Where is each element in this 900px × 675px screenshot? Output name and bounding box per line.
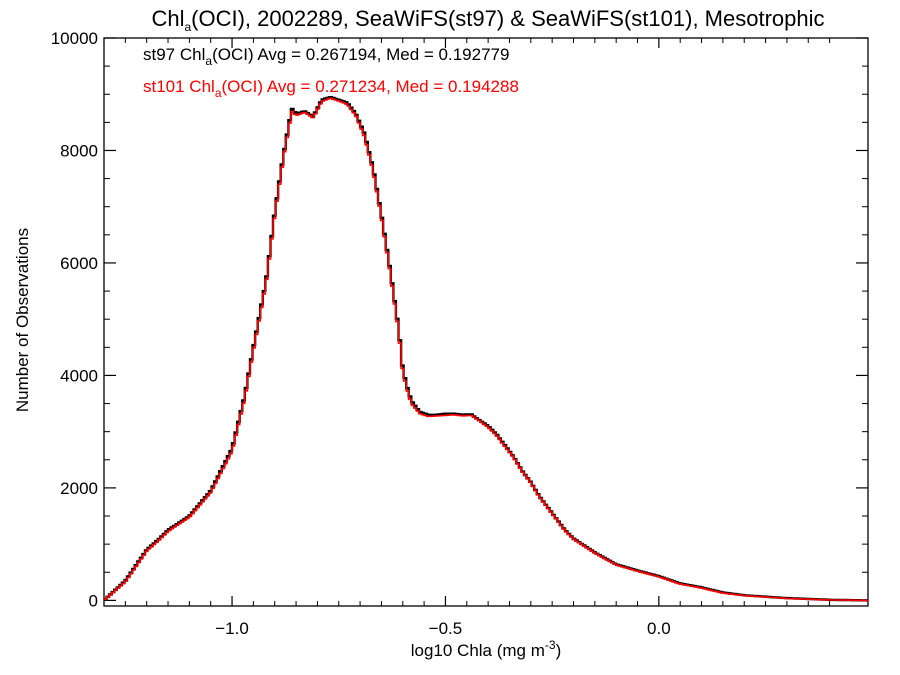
y-tick-label: 10000 — [51, 29, 98, 48]
legend-entry-st97: st97 Chla(OCI) Avg = 0.267194, Med = 0.1… — [143, 45, 509, 68]
series-line-st97 — [104, 96, 868, 602]
x-tick-labels: −1.0 −0.5 0.0 — [215, 619, 670, 638]
y-tick-label: 2000 — [60, 479, 98, 498]
y-tick-label: 4000 — [60, 366, 98, 385]
x-tick-label: −0.5 — [429, 619, 463, 638]
chart-title: Chla(OCI), 2002289, SeaWiFS(st97) & SeaW… — [151, 6, 824, 34]
x-tick-label: 0.0 — [647, 619, 671, 638]
plot-area — [103, 37, 869, 607]
series-layer — [104, 96, 868, 602]
y-tick-label: 8000 — [60, 141, 98, 160]
y-tick-label: 0 — [89, 591, 98, 610]
legend-entry-st101: st101 Chla(OCI) Avg = 0.271234, Med = 0.… — [143, 77, 519, 100]
axis-ticks — [104, 37, 868, 606]
x-axis-title: log10 Chla (mg m-3) — [411, 638, 562, 660]
y-tick-labels: 0 2000 4000 6000 8000 10000 — [51, 29, 98, 610]
x-tick-label: −1.0 — [215, 619, 249, 638]
y-axis-title: Number of Observations — [13, 228, 32, 412]
plot-frame — [103, 37, 869, 607]
y-tick-label: 6000 — [60, 254, 98, 273]
legend: st97 Chla(OCI) Avg = 0.267194, Med = 0.1… — [143, 45, 519, 100]
series-line-st101 — [104, 97, 868, 602]
